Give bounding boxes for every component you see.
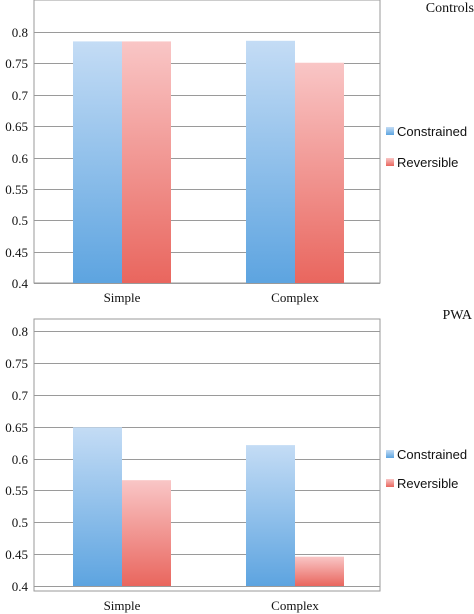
chart-title: PWA [442, 308, 472, 323]
pwa-chart-panel: 0.4 0.45 0.5 0.55 0.6 0.65 0.7 0.75 0.8 Simple Co… [5, 308, 473, 613]
legend-label: Reversible [397, 476, 458, 491]
y-tick-label: 0.5 [12, 515, 28, 530]
legend-item-reversible: Reversible [386, 155, 458, 170]
legend-swatch [386, 450, 394, 458]
bar-reversible-complex [295, 62, 344, 284]
legend-item-reversible: Reversible [386, 476, 458, 491]
legend-swatch [386, 127, 394, 135]
y-tick-label: 0.75 [5, 56, 28, 71]
y-axis-ticks: 0.4 0.45 0.5 0.55 0.6 0.65 0.7 0.75 0.8 [5, 25, 28, 291]
x-category-label: Complex [271, 598, 319, 613]
y-tick-label: 0.6 [12, 452, 29, 467]
bar-reversible-simple [122, 41, 171, 283]
y-tick-label: 0.7 [12, 388, 29, 403]
legend-item-constrained: Constrained [386, 447, 467, 462]
y-tick-label: 0.7 [12, 88, 29, 103]
y-tick-label: 0.75 [5, 356, 28, 371]
x-axis-categories: Simple Complex [104, 290, 320, 305]
y-tick-label: 0.4 [12, 276, 29, 291]
y-tick-label: 0.5 [12, 213, 28, 228]
bar-group [73, 40, 344, 284]
y-tick-label: 0.45 [5, 547, 28, 562]
legend-swatch [386, 158, 394, 166]
legend: Constrained Reversible [386, 124, 467, 170]
bar-constrained-simple [73, 427, 122, 586]
y-tick-label: 0.65 [5, 119, 28, 134]
bar-constrained-complex [246, 40, 295, 283]
controls-chart-panel: 0.4 0.45 0.5 0.55 0.6 0.65 0.7 0.75 0.8 Simple Co… [5, 0, 474, 305]
x-category-label: Simple [104, 290, 141, 305]
x-category-label: Simple [104, 598, 141, 613]
y-axis-ticks: 0.4 0.45 0.5 0.55 0.6 0.65 0.7 0.75 0.8 [5, 324, 28, 594]
y-tick-label: 0.65 [5, 420, 28, 435]
y-tick-label: 0.45 [5, 245, 28, 260]
y-tick-label: 0.4 [12, 579, 29, 594]
chart-title: Controls [426, 1, 474, 16]
bar-reversible-simple [122, 480, 171, 586]
y-tick-label: 0.55 [5, 483, 28, 498]
bar-constrained-simple [73, 41, 122, 283]
x-axis-categories: Simple Complex [104, 598, 320, 613]
legend-label: Constrained [397, 447, 467, 462]
legend-swatch [386, 479, 394, 487]
y-tick-label: 0.6 [12, 151, 29, 166]
bar-constrained-complex [246, 445, 295, 586]
legend-label: Constrained [397, 124, 467, 139]
legend-label: Reversible [397, 155, 458, 170]
legend: Constrained Reversible [386, 447, 467, 491]
x-category-label: Complex [271, 290, 319, 305]
y-tick-label: 0.8 [12, 324, 28, 339]
y-tick-label: 0.55 [5, 182, 28, 197]
bar-group [73, 427, 344, 586]
legend-item-constrained: Constrained [386, 124, 467, 139]
bar-reversible-complex [295, 556, 344, 586]
y-tick-label: 0.8 [12, 25, 28, 40]
